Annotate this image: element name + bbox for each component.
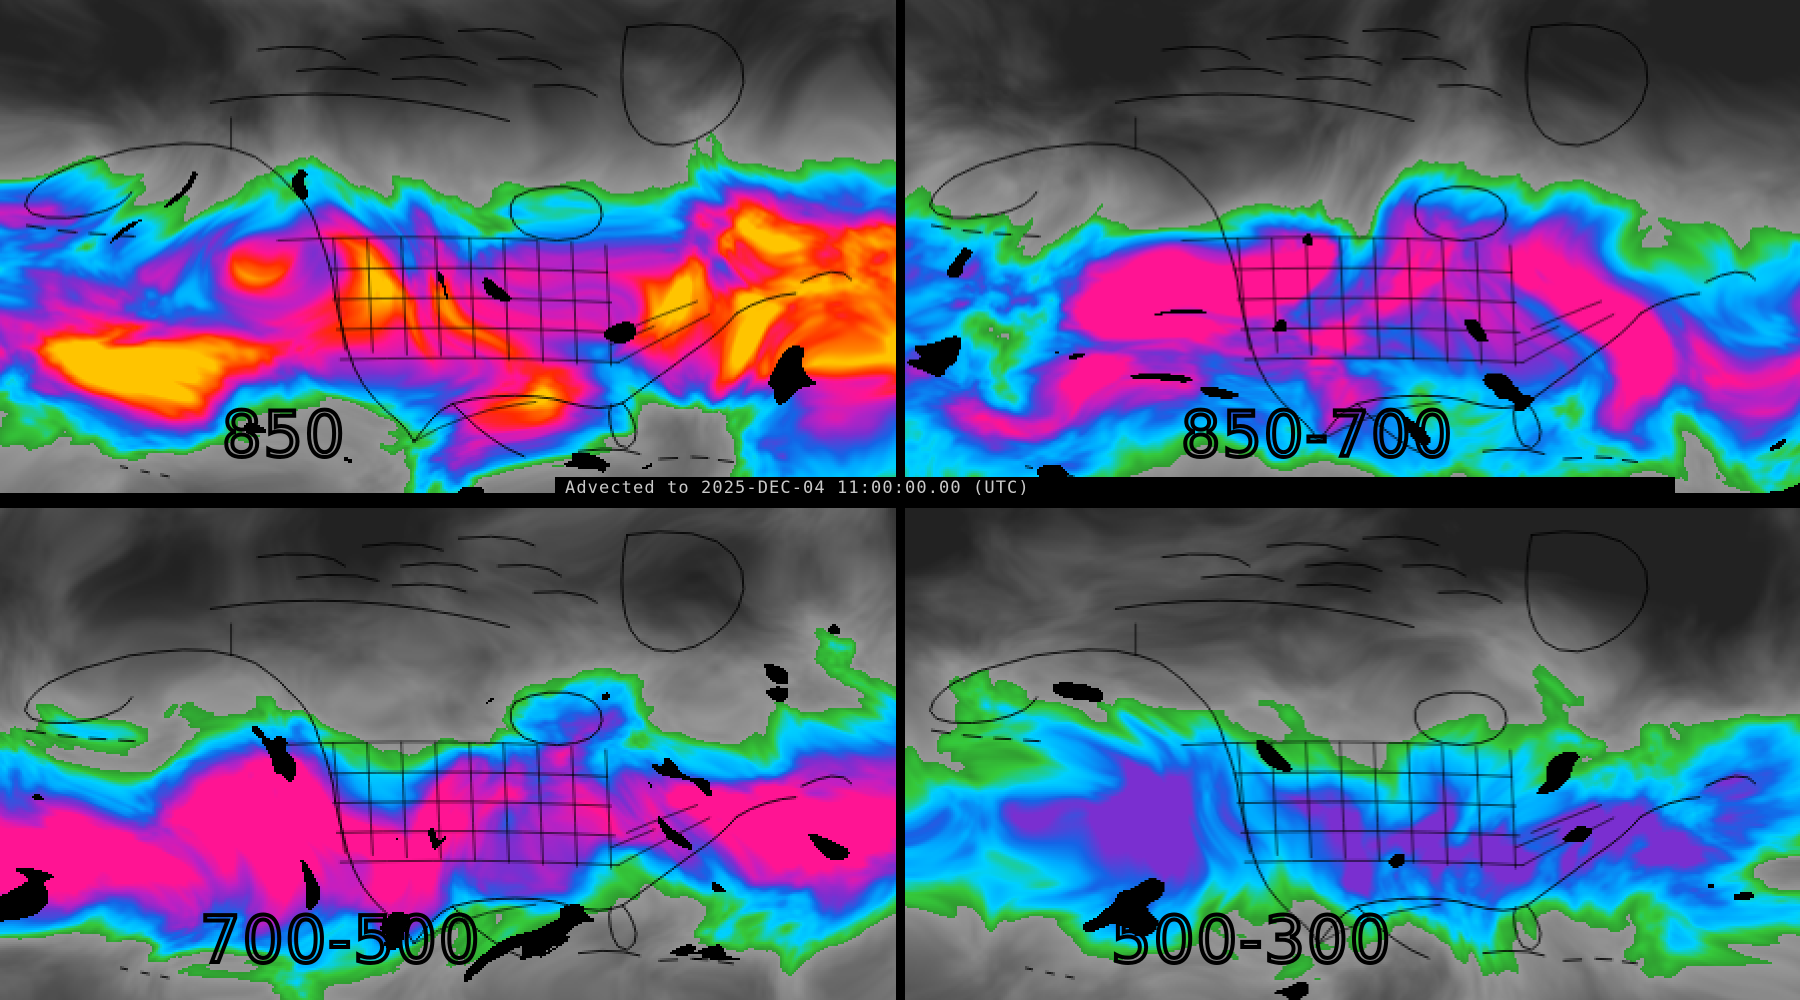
panel-top-left[interactable]: 850 — [0, 0, 896, 499]
panel-divider-horizontal — [0, 499, 1800, 508]
panel-top-right[interactable]: 850-700 — [905, 0, 1800, 499]
satellite-image-850 — [0, 0, 896, 499]
satellite-image-850-700 — [905, 0, 1800, 499]
satellite-image-700-500 — [0, 508, 896, 1000]
timestamp-bar: Advected to 2025-DEC-04 11:00:00.00 (UTC… — [555, 477, 1675, 499]
panel-bottom-left[interactable]: 700-500 — [0, 508, 896, 1000]
satellite-image-500-300 — [905, 508, 1800, 1000]
panel-gutter — [0, 493, 896, 499]
timestamp-text: Advected to 2025-DEC-04 11:00:00.00 (UTC… — [565, 478, 1030, 498]
panel-bottom-right[interactable]: 500-300 — [905, 508, 1800, 1000]
